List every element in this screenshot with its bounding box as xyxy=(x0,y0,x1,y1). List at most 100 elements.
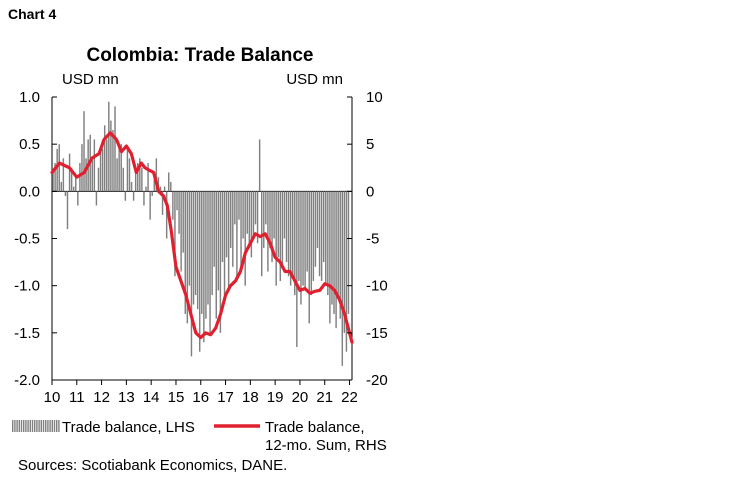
bar xyxy=(219,191,222,333)
bar xyxy=(77,191,79,206)
bar xyxy=(302,191,304,286)
bar xyxy=(70,167,73,192)
legend-bar-symbol xyxy=(14,420,16,432)
bar xyxy=(335,191,337,329)
bar xyxy=(116,158,118,192)
legend-bar-symbol xyxy=(16,420,18,432)
bar xyxy=(62,158,65,192)
legend-bar-symbol xyxy=(27,420,29,432)
bar xyxy=(254,191,257,225)
bar xyxy=(128,158,131,192)
bar xyxy=(188,191,191,286)
right-tick-label: 0 xyxy=(366,183,374,200)
bar xyxy=(110,120,112,192)
bar xyxy=(114,106,116,192)
left-axis-ticks: 1.0 0.5 0.0 -0.5 -1.0 -1.5 -2.0 xyxy=(14,89,57,389)
bar xyxy=(291,191,294,277)
legend-bar-symbol xyxy=(18,420,20,432)
legend-bar-symbol xyxy=(49,420,51,432)
bar xyxy=(75,177,77,192)
bar xyxy=(273,191,275,239)
bar xyxy=(318,191,321,277)
x-axis-ticks: 10 11 12 13 14 15 16 17 18 19 20 21 22 xyxy=(44,380,358,406)
legend-bar-symbol xyxy=(29,420,31,432)
x-tick-label: 20 xyxy=(292,389,309,406)
right-tick-label: -5 xyxy=(366,231,379,248)
x-tick-label: 14 xyxy=(143,389,160,406)
bar xyxy=(339,191,341,319)
bar xyxy=(209,191,211,333)
bar xyxy=(172,191,174,220)
x-tick-label: 16 xyxy=(192,389,209,406)
bar xyxy=(201,191,203,314)
bar xyxy=(163,186,166,192)
bar xyxy=(225,191,228,258)
bar xyxy=(83,111,85,192)
bar xyxy=(97,167,100,192)
bar xyxy=(242,191,244,239)
bar xyxy=(223,191,226,296)
bar xyxy=(124,191,127,201)
bar xyxy=(122,167,125,192)
bar xyxy=(108,101,110,192)
bar xyxy=(281,191,284,267)
left-tick-label: -0.5 xyxy=(14,231,40,248)
x-tick-label: 19 xyxy=(267,389,284,406)
right-axis-ticks: 10 5 0 -5 -10 -15 -20 xyxy=(347,89,388,389)
bar xyxy=(275,191,277,286)
legend-bar-symbol xyxy=(47,420,49,432)
x-tick-label: 15 xyxy=(168,389,185,406)
bar xyxy=(294,191,296,296)
legend-bar-symbol xyxy=(31,420,34,432)
legend-bar-symbol xyxy=(23,420,25,432)
bar xyxy=(316,191,319,248)
bar xyxy=(238,191,240,220)
bar xyxy=(126,148,129,192)
legend-bar-symbol xyxy=(20,420,23,432)
bar xyxy=(120,144,122,192)
bar xyxy=(322,191,325,263)
bar xyxy=(134,172,137,192)
bar xyxy=(304,191,306,291)
bar xyxy=(85,158,87,192)
right-tick-label: 5 xyxy=(366,136,374,153)
bar xyxy=(72,186,75,192)
legend-bar-symbol xyxy=(40,420,42,432)
legend-bar-symbol xyxy=(38,420,40,432)
bar xyxy=(337,191,339,296)
bar xyxy=(300,191,302,305)
legend-bar-symbol xyxy=(25,420,27,432)
bar xyxy=(60,181,63,192)
bar xyxy=(234,191,236,225)
bar xyxy=(308,191,310,324)
trade-balance-12mo-line xyxy=(50,131,354,344)
right-tick-label: -15 xyxy=(366,325,388,342)
bar xyxy=(267,191,269,272)
bar xyxy=(213,191,215,267)
bar xyxy=(230,191,232,248)
bar xyxy=(153,172,155,192)
bar xyxy=(112,130,114,192)
bar xyxy=(151,191,153,197)
x-tick-label: 11 xyxy=(69,389,85,406)
bar xyxy=(289,191,292,286)
bar xyxy=(161,191,164,215)
bar xyxy=(180,191,182,272)
x-tick-label: 10 xyxy=(44,389,61,406)
bar xyxy=(178,191,180,234)
bar xyxy=(64,191,67,197)
bar xyxy=(287,191,290,277)
legend-bar-symbol xyxy=(53,420,56,432)
bar xyxy=(244,191,246,286)
bar xyxy=(260,191,263,277)
legend-bar-symbol xyxy=(42,420,45,432)
legend: Trade balance, LHS Trade balance,12-mo. S… xyxy=(12,419,387,454)
bar xyxy=(312,191,315,281)
bar xyxy=(170,181,172,192)
bar xyxy=(159,186,162,192)
bar xyxy=(333,191,335,314)
bar xyxy=(217,191,220,291)
chart-title: Colombia: Trade Balance xyxy=(86,45,313,66)
bar xyxy=(207,191,209,305)
bar xyxy=(285,191,288,263)
